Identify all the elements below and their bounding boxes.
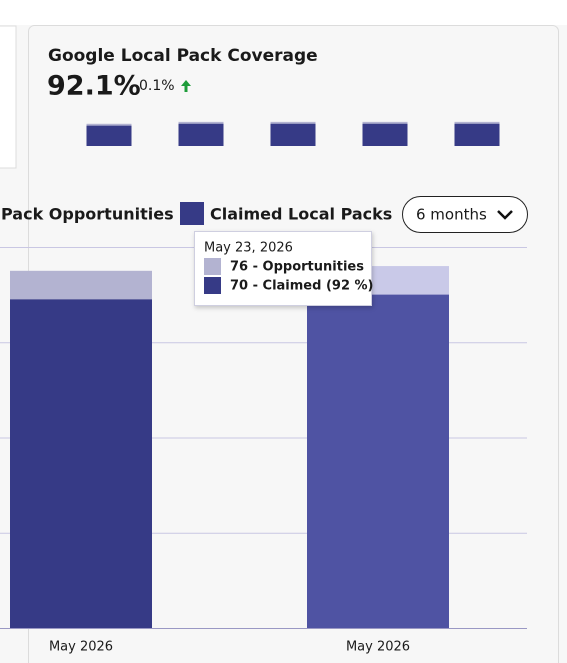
sparkline <box>86 121 500 146</box>
period-dropdown[interactable]: 6 months <box>402 196 528 233</box>
tooltip-line: 70 - Claimed (92 %) <box>230 279 373 294</box>
tooltip-swatch <box>204 277 221 294</box>
up-arrow <box>181 80 191 92</box>
x-tick-label: May 2026 <box>346 640 410 655</box>
legend-label: Claimed Local Packs <box>210 205 392 224</box>
bar-chart: May 2026 May 2026 <box>0 247 527 655</box>
chevron <box>497 210 513 220</box>
bar <box>10 299 152 628</box>
side-card <box>0 25 17 169</box>
legend-label: Pack Opportunities <box>1 205 174 224</box>
card-change: 0.1% <box>139 78 175 94</box>
dropdown-label[interactable]: 6 months <box>416 206 487 224</box>
dropdown-box[interactable] <box>402 196 528 233</box>
spark-bar <box>178 123 224 146</box>
spark-bar <box>362 123 408 146</box>
tooltip-swatch <box>204 258 221 275</box>
card-value: 92.1% <box>47 71 141 102</box>
tooltip: May 23, 2026 76 - Opportunities 70 - Cla… <box>194 231 373 306</box>
legend-swatch <box>180 202 204 225</box>
spark-bar <box>454 123 500 146</box>
tooltip-box <box>194 231 372 306</box>
spark-bar <box>86 125 132 146</box>
top-strip <box>0 0 567 25</box>
tooltip-line: 76 - Opportunities <box>230 260 364 275</box>
x-tick-label: May 2026 <box>49 640 113 655</box>
tooltip-date: May 23, 2026 <box>204 241 293 256</box>
spark-bar <box>270 123 316 146</box>
card-title: Google Local Pack Coverage <box>48 46 318 66</box>
bar <box>307 294 449 628</box>
